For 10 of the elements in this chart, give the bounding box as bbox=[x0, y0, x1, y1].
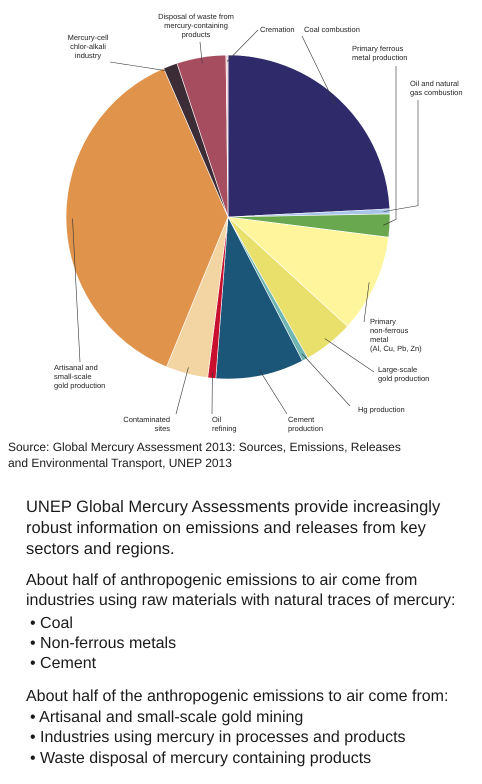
text: • Coal bbox=[30, 615, 73, 632]
source-note: Source: Global Mercury Assessment 2013: Sources, Emissions, Releases and Environmental Transport, UNEP 2013 bbox=[8, 440, 401, 470]
text: • Cement bbox=[30, 655, 97, 672]
text: • Waste disposal of mercury containing products bbox=[30, 750, 372, 767]
text: • Non-ferrous metals bbox=[30, 635, 176, 652]
text: • Artisanal and small-scale gold mining bbox=[30, 709, 304, 726]
text: • Industries using mercury in processes and products bbox=[30, 729, 406, 746]
text: About half of the anthropogenic emissions to air come from: bbox=[26, 688, 448, 705]
text: UNEP Global Mercury Assessments provide increasingly robust information on emissions and releases from key sectors and regions. bbox=[26, 498, 441, 558]
text: About half of anthropogenic emissions to air come from industries using raw materials with natural traces of mercury: bbox=[26, 572, 456, 609]
